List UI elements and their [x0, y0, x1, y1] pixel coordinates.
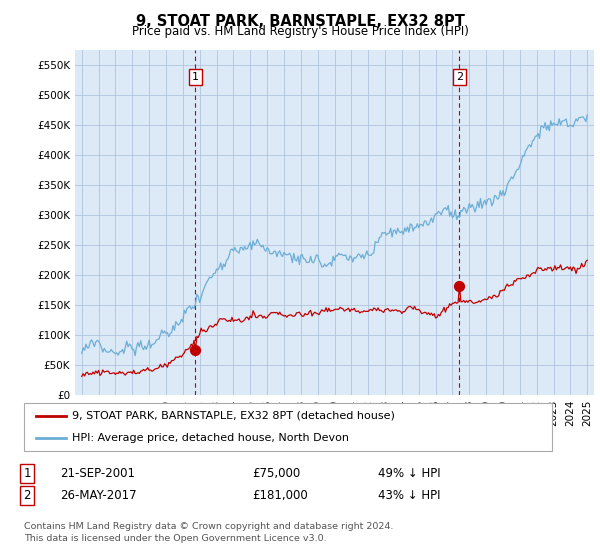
Text: 9, STOAT PARK, BARNSTAPLE, EX32 8PT: 9, STOAT PARK, BARNSTAPLE, EX32 8PT — [136, 14, 464, 29]
Text: 49% ↓ HPI: 49% ↓ HPI — [378, 466, 440, 480]
Point — [191, 346, 200, 354]
Text: Price paid vs. HM Land Registry's House Price Index (HPI): Price paid vs. HM Land Registry's House … — [131, 25, 469, 38]
Text: 9, STOAT PARK, BARNSTAPLE, EX32 8PT (detached house): 9, STOAT PARK, BARNSTAPLE, EX32 8PT (det… — [72, 410, 395, 421]
Text: £181,000: £181,000 — [252, 489, 308, 502]
Text: Contains HM Land Registry data © Crown copyright and database right 2024.: Contains HM Land Registry data © Crown c… — [24, 522, 394, 531]
Text: 2: 2 — [23, 489, 31, 502]
Text: 1: 1 — [192, 72, 199, 82]
Text: 26-MAY-2017: 26-MAY-2017 — [60, 489, 137, 502]
Text: 1: 1 — [23, 466, 31, 480]
Text: 2: 2 — [455, 72, 463, 82]
Text: £75,000: £75,000 — [252, 466, 300, 480]
Point — [454, 282, 464, 291]
Text: This data is licensed under the Open Government Licence v3.0.: This data is licensed under the Open Gov… — [24, 534, 326, 543]
Text: 43% ↓ HPI: 43% ↓ HPI — [378, 489, 440, 502]
Text: 21-SEP-2001: 21-SEP-2001 — [60, 466, 135, 480]
Text: HPI: Average price, detached house, North Devon: HPI: Average price, detached house, Nort… — [72, 433, 349, 444]
